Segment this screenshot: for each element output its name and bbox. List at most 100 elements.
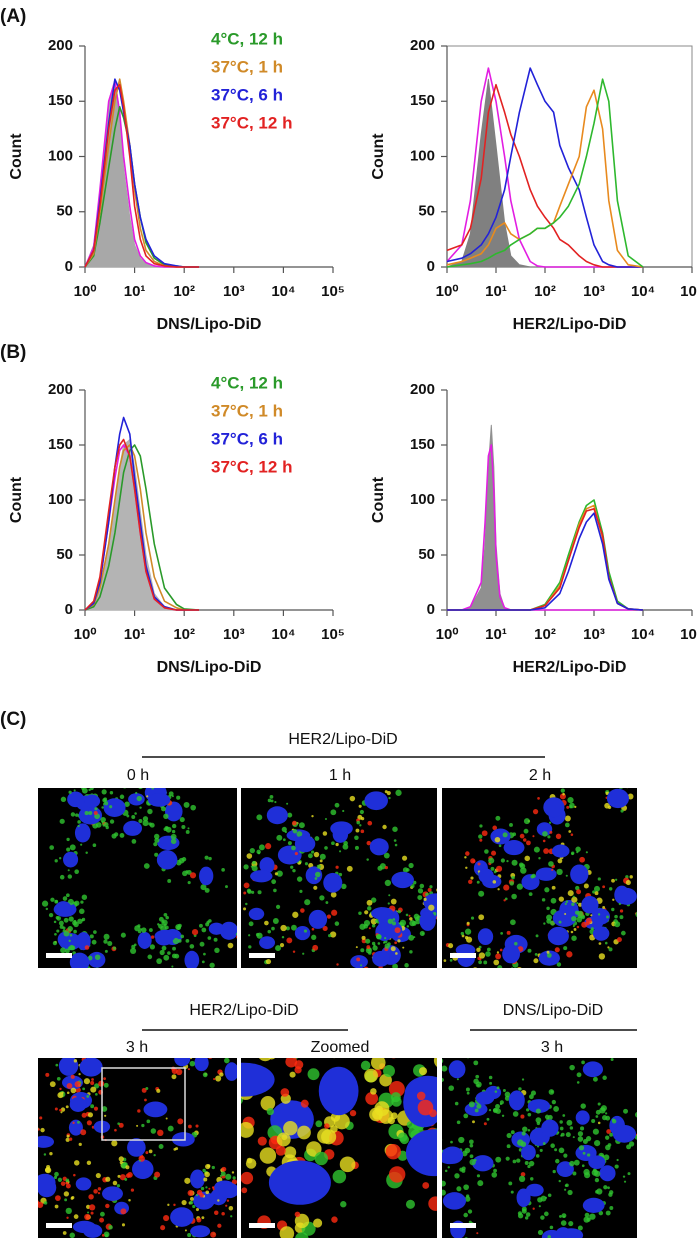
membrane-signal <box>104 949 108 953</box>
lipo-signal <box>386 790 391 796</box>
lipo-signal <box>30 1136 34 1140</box>
membrane-signal <box>464 972 466 974</box>
x-tick-label: 10⁵ <box>321 626 345 643</box>
membrane-signal <box>331 841 335 846</box>
x-tick-label: 10⁴ <box>271 626 295 643</box>
membrane-signal <box>220 1171 226 1177</box>
membrane-signal <box>168 791 174 797</box>
membrane-signal <box>248 921 254 927</box>
membrane-signal <box>530 1090 537 1096</box>
lipo-signal <box>294 852 298 856</box>
membrane-signal <box>275 904 281 909</box>
lipo-signal <box>259 1147 277 1164</box>
membrane-signal <box>377 942 381 945</box>
lipo-signal <box>356 957 361 962</box>
membrane-signal <box>444 1169 448 1173</box>
membrane-signal <box>468 1220 472 1224</box>
membrane-signal <box>77 824 80 828</box>
membrane-signal <box>80 843 83 846</box>
lipo-signal <box>154 1171 161 1178</box>
nucleus <box>419 911 436 931</box>
membrane-signal <box>584 1212 590 1218</box>
lipo-signal <box>57 1048 60 1051</box>
nucleus <box>69 1097 87 1112</box>
lipo-signal <box>175 1068 183 1076</box>
lipo-signal <box>225 1204 228 1207</box>
membrane-signal <box>552 1169 556 1174</box>
lipo-signal <box>326 914 332 919</box>
membrane-signal <box>69 1232 76 1238</box>
lipo-signal <box>378 1109 394 1124</box>
lipo-signal <box>516 966 522 968</box>
membrane-signal <box>558 1147 565 1154</box>
nucleus <box>391 871 414 889</box>
lipo-signal <box>277 1026 288 1037</box>
lipo-signal <box>221 1212 225 1216</box>
membrane-signal <box>203 952 206 956</box>
legend-entry: 4°C, 12 h <box>211 373 283 392</box>
nucleus <box>154 929 176 943</box>
lipo-signal <box>476 1232 479 1235</box>
membrane-signal <box>477 1180 484 1187</box>
lipo-signal <box>313 1218 323 1228</box>
membrane-signal <box>553 1106 560 1112</box>
membrane-signal <box>354 845 359 850</box>
membrane-signal <box>238 933 241 936</box>
membrane-signal <box>251 865 258 872</box>
membrane-signal <box>417 888 424 894</box>
membrane-signal <box>151 788 155 790</box>
membrane-signal <box>575 885 580 891</box>
membrane-signal <box>74 900 80 906</box>
membrane-signal <box>170 838 177 845</box>
panel-label: (C) <box>0 709 26 730</box>
membrane-signal <box>609 1206 614 1210</box>
membrane-signal <box>77 918 83 924</box>
membrane-signal <box>185 938 190 943</box>
membrane-signal <box>577 910 584 917</box>
membrane-signal <box>363 924 369 929</box>
membrane-signal <box>172 946 176 951</box>
lipo-signal <box>294 1066 302 1074</box>
membrane-signal <box>518 1175 526 1183</box>
membrane-signal <box>56 929 60 933</box>
lipo-signal <box>119 1174 126 1181</box>
histogram-area <box>446 424 644 611</box>
membrane-signal <box>384 943 390 949</box>
lipo-signal <box>423 897 427 901</box>
membrane-signal <box>119 833 125 838</box>
membrane-signal <box>367 906 372 911</box>
membrane-signal <box>501 1114 505 1117</box>
membrane-signal <box>582 1139 588 1144</box>
membrane-signal <box>547 1235 551 1238</box>
lipo-signal <box>66 1216 69 1219</box>
lipo-signal <box>292 950 296 953</box>
lipo-signal <box>62 1231 67 1235</box>
nucleus <box>164 801 183 822</box>
membrane-signal <box>461 1054 464 1057</box>
lipo-signal <box>566 805 570 809</box>
membrane-signal <box>511 875 515 880</box>
membrane-signal <box>623 1180 627 1183</box>
lipo-signal <box>333 1113 350 1130</box>
membrane-signal <box>68 916 74 922</box>
lipo-signal <box>417 1099 434 1116</box>
membrane-signal <box>314 1151 329 1166</box>
lipo-signal <box>532 1207 535 1210</box>
membrane-signal <box>438 1190 441 1193</box>
membrane-signal <box>614 914 618 919</box>
lipo-signal <box>546 950 550 954</box>
membrane-signal <box>296 831 303 837</box>
membrane-signal <box>109 791 114 795</box>
membrane-signal <box>65 1207 72 1215</box>
lipo-signal <box>330 891 337 898</box>
lipo-signal <box>329 931 337 938</box>
lipo-signal <box>570 930 574 934</box>
membrane-signal <box>296 876 303 882</box>
lipo-signal <box>163 1214 170 1222</box>
x-axis-label: DNS/Lipo-DiD <box>157 659 262 676</box>
membrane-signal <box>592 1045 597 1050</box>
membrane-signal <box>544 887 550 893</box>
membrane-signal <box>564 1188 567 1191</box>
membrane-signal <box>623 1108 629 1114</box>
lipo-signal <box>478 952 486 959</box>
